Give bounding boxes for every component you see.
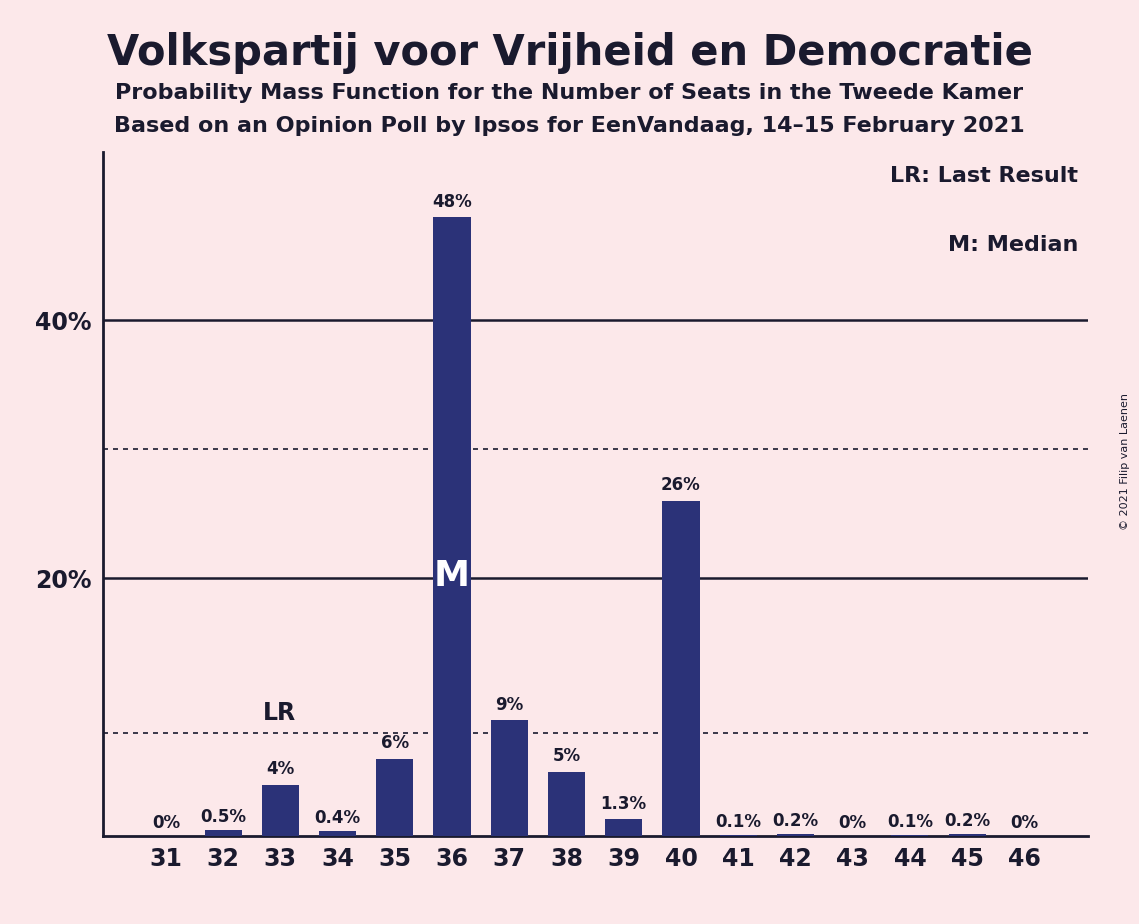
- Bar: [548, 772, 585, 836]
- Bar: [605, 820, 642, 836]
- Text: 5%: 5%: [552, 748, 581, 765]
- Text: 0.5%: 0.5%: [200, 808, 246, 826]
- Text: 0.2%: 0.2%: [772, 812, 819, 830]
- Text: 48%: 48%: [432, 192, 472, 211]
- Text: © 2021 Filip van Laenen: © 2021 Filip van Laenen: [1120, 394, 1130, 530]
- Bar: [205, 830, 241, 836]
- Text: 4%: 4%: [267, 760, 295, 778]
- Text: 6%: 6%: [380, 735, 409, 752]
- Text: Based on an Opinion Poll by Ipsos for EenVandaag, 14–15 February 2021: Based on an Opinion Poll by Ipsos for Ee…: [114, 116, 1025, 136]
- Text: 9%: 9%: [495, 696, 524, 713]
- Bar: [892, 835, 928, 836]
- Text: 0%: 0%: [1010, 814, 1039, 833]
- Bar: [262, 784, 298, 836]
- Text: 0.2%: 0.2%: [944, 812, 990, 830]
- Bar: [434, 217, 470, 836]
- Text: 26%: 26%: [661, 477, 700, 494]
- Text: Probability Mass Function for the Number of Seats in the Tweede Kamer: Probability Mass Function for the Number…: [115, 83, 1024, 103]
- Text: 0.1%: 0.1%: [887, 813, 933, 831]
- Text: Volkspartij voor Vrijheid en Democratie: Volkspartij voor Vrijheid en Democratie: [107, 32, 1032, 74]
- Text: 0.1%: 0.1%: [715, 813, 761, 831]
- Text: LR: Last Result: LR: Last Result: [890, 166, 1077, 186]
- Bar: [720, 835, 756, 836]
- Text: 0%: 0%: [151, 814, 180, 833]
- Bar: [663, 501, 699, 836]
- Text: 0%: 0%: [838, 814, 867, 833]
- Text: LR: LR: [263, 701, 296, 725]
- Text: M: Median: M: Median: [948, 235, 1077, 254]
- Bar: [319, 831, 357, 836]
- Bar: [376, 759, 413, 836]
- Bar: [491, 720, 527, 836]
- Text: 0.4%: 0.4%: [314, 809, 361, 827]
- Bar: [949, 833, 985, 836]
- Text: 1.3%: 1.3%: [600, 795, 647, 813]
- Text: M: M: [434, 559, 470, 593]
- Bar: [777, 833, 814, 836]
